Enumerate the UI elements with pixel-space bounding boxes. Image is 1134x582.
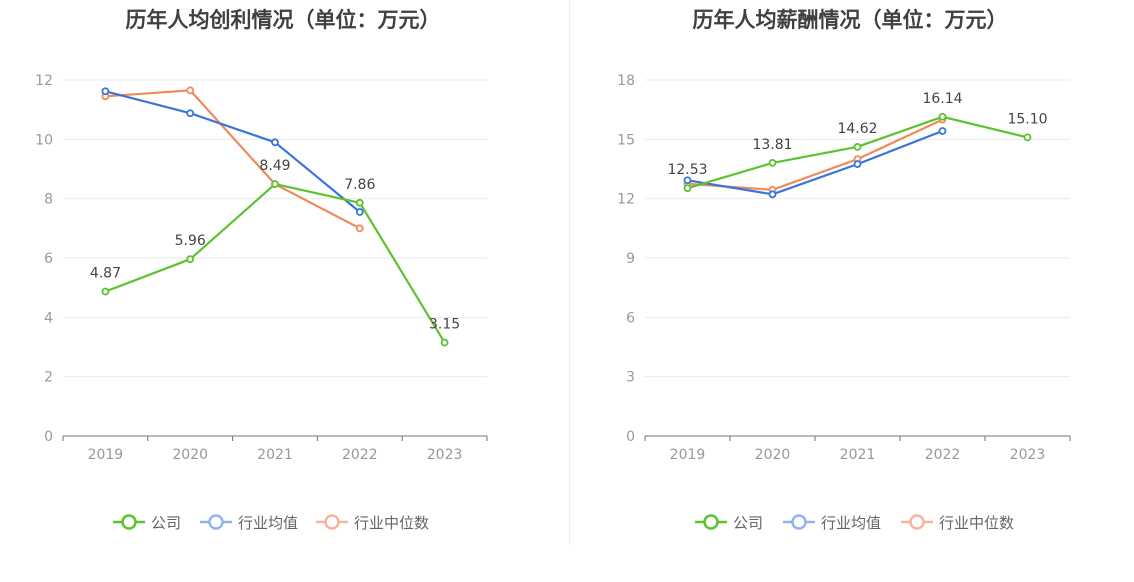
x-tick-label: 2023 [1010, 447, 1046, 463]
profit-per-capita-chart: 历年人均创利情况（单位：万元） 0 2 4 6 8 10 12 2019 2020 2021 2022… [35, 8, 488, 532]
data-label: 5.96 [175, 233, 206, 249]
x-tick-label: 2019 [88, 447, 124, 463]
y-tick-label: 18 [617, 73, 635, 89]
y-tick-label: 2 [44, 370, 53, 386]
data-point [186, 109, 195, 118]
data-point [683, 184, 692, 193]
data-point [101, 87, 110, 96]
profit-per-capita-chart-panel: 历年人均创利情况（单位：万元） 0 2 4 6 8 10 12 2019 2020 2021 2022… [35, 8, 488, 532]
legend-marker-icon [324, 514, 340, 530]
data-point [938, 112, 947, 121]
x-tick-label: 2019 [670, 447, 706, 463]
x-tick-label: 2021 [840, 447, 876, 463]
legend-item[interactable]: 公司 [113, 514, 181, 532]
data-point [355, 198, 364, 207]
legend-marker-icon [208, 514, 224, 530]
series-line [105, 89, 361, 230]
data-point [271, 180, 279, 189]
data-point [271, 138, 279, 147]
legend-item[interactable]: 行业均值 [783, 514, 881, 532]
data-point [440, 338, 449, 347]
legend-label: 公司 [733, 514, 763, 532]
chart-title: 历年人均创利情况（单位：万元） [126, 8, 441, 32]
x-tick-label: 2020 [755, 447, 791, 463]
legend-label: 行业中位数 [939, 514, 1014, 532]
y-tick-label: 0 [626, 429, 635, 445]
legend-marker-icon [791, 514, 807, 530]
x-tick-label: 2022 [342, 447, 378, 463]
series-line [687, 129, 943, 196]
data-point [683, 176, 692, 185]
series-line [105, 183, 446, 344]
y-tick-label: 4 [44, 310, 53, 326]
data-label: 13.81 [752, 137, 792, 153]
data-point [186, 86, 195, 95]
data-label: 16.14 [922, 91, 962, 107]
data-label: 3.15 [429, 317, 460, 333]
y-tick-label: 10 [35, 132, 53, 148]
legend-label: 行业中位数 [354, 514, 429, 532]
y-tick-label: 12 [35, 73, 53, 89]
salary-per-capita-chart-panel: 历年人均薪酬情况（单位：万元） 0 3 6 9 12 15 18 2019 2020 2021 202… [567, 0, 1134, 582]
x-tick-label: 2021 [257, 447, 293, 463]
legend-label: 行业均值 [238, 514, 298, 532]
x-tick-label: 2022 [925, 447, 961, 463]
y-tick-label: 12 [617, 192, 635, 208]
y-tick-label: 0 [44, 429, 53, 445]
data-point [768, 190, 777, 199]
y-tick-label: 6 [626, 310, 635, 326]
data-point [853, 160, 862, 168]
data-label: 4.87 [90, 266, 121, 282]
legend-item[interactable]: 行业中位数 [901, 514, 1014, 532]
panel-divider [569, 0, 570, 545]
x-tick-label: 2023 [427, 447, 463, 463]
data-point [768, 158, 777, 167]
data-point [355, 208, 364, 216]
legend-item[interactable]: 公司 [695, 514, 763, 532]
x-tick-label: 2020 [172, 447, 208, 463]
data-point [186, 255, 195, 264]
data-label: 8.49 [259, 158, 290, 174]
data-point [1023, 133, 1032, 142]
series-line [105, 90, 361, 213]
salary-per-capita-chart: 历年人均薪酬情况（单位：万元） 0 3 6 9 12 15 18 2019 2020 2021 202… [617, 8, 1071, 532]
legend-marker-icon [909, 514, 925, 530]
data-label: 14.62 [837, 121, 877, 137]
legend-item[interactable]: 行业均值 [200, 514, 298, 532]
data-point [938, 127, 947, 135]
y-tick-label: 15 [617, 132, 635, 148]
y-tick-label: 6 [44, 251, 53, 267]
data-point [101, 287, 110, 296]
legend-label: 公司 [151, 514, 181, 532]
y-tick-label: 9 [626, 251, 635, 267]
legend-label: 行业均值 [821, 514, 881, 532]
legend-marker-icon [703, 514, 719, 530]
data-point [853, 142, 862, 151]
data-point [355, 224, 364, 233]
data-label: 15.10 [1007, 111, 1047, 127]
legend-marker-icon [121, 514, 137, 530]
legend-item[interactable]: 行业中位数 [316, 514, 429, 532]
chart-title: 历年人均薪酬情况（单位：万元） [693, 8, 1008, 32]
y-tick-label: 3 [626, 370, 635, 386]
data-label: 7.86 [344, 177, 375, 193]
y-tick-label: 8 [44, 192, 53, 208]
data-label: 12.53 [667, 162, 707, 178]
